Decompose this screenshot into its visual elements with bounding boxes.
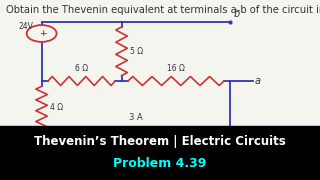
Text: +: + <box>39 29 46 38</box>
Text: b: b <box>234 9 240 19</box>
Text: Thevenin’s Theorem | Electric Circuits: Thevenin’s Theorem | Electric Circuits <box>34 135 286 148</box>
Text: 16 Ω: 16 Ω <box>167 64 185 73</box>
Text: a: a <box>254 76 260 86</box>
Text: Obtain the Thevenin equivalent at terminals a-b of the circuit in Fig.: Obtain the Thevenin equivalent at termin… <box>6 5 320 15</box>
Text: Problem 4.39: Problem 4.39 <box>113 157 207 170</box>
Text: 24V: 24V <box>19 22 34 31</box>
Text: 6 Ω: 6 Ω <box>75 64 88 73</box>
Text: 3 A: 3 A <box>129 113 143 122</box>
Text: 4 Ω: 4 Ω <box>50 103 63 112</box>
Bar <box>0 126 320 180</box>
Text: 5 Ω: 5 Ω <box>130 47 143 56</box>
